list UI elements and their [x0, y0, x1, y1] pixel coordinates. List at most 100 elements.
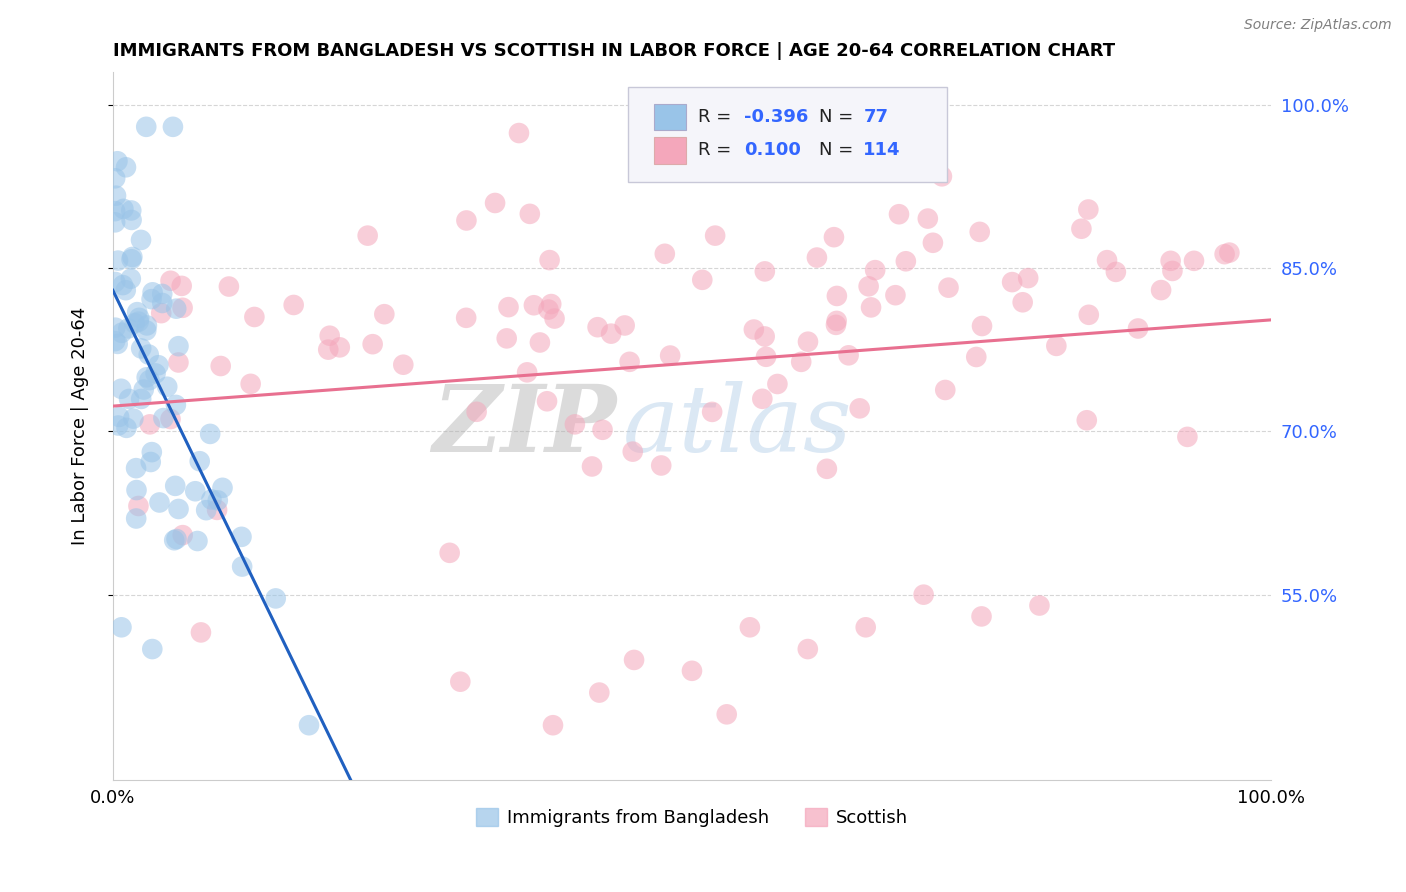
Point [537, 302, 560, 317]
Point [484, 196, 506, 211]
Point [316, 343, 339, 357]
Point [887, 207, 910, 221]
Point [117, 321, 139, 335]
Point [600, 326, 623, 341]
Point [456, 310, 478, 325]
Point [1182, 253, 1205, 268]
Point [129, 233, 152, 247]
Point [121, 252, 143, 267]
Point [356, 228, 378, 243]
Point [184, 484, 207, 499]
Point [159, 274, 181, 288]
Text: -0.396: -0.396 [744, 108, 808, 126]
Point [508, 126, 530, 140]
Point [125, 483, 148, 497]
Point [135, 370, 157, 384]
Point [541, 718, 564, 732]
Point [172, 528, 194, 542]
Point [825, 289, 848, 303]
Point [681, 664, 703, 678]
Point [716, 707, 738, 722]
Point [135, 318, 157, 333]
Point [211, 481, 233, 495]
Point [592, 423, 614, 437]
Point [104, 275, 127, 289]
Point [107, 418, 129, 433]
Point [690, 273, 713, 287]
Point [1161, 264, 1184, 278]
FancyBboxPatch shape [628, 87, 946, 182]
Point [104, 320, 127, 334]
Point [536, 394, 558, 409]
Point [581, 459, 603, 474]
Text: R =: R = [697, 141, 731, 159]
Point [111, 278, 134, 293]
Point [848, 401, 870, 416]
Legend: Immigrants from Bangladesh, Scottish: Immigrants from Bangladesh, Scottish [468, 800, 915, 834]
Point [156, 380, 179, 394]
Point [162, 120, 184, 134]
Point [122, 411, 145, 425]
Point [738, 620, 761, 634]
Point [127, 305, 149, 319]
Point [1105, 265, 1128, 279]
Point [1213, 247, 1236, 261]
Point [105, 188, 128, 202]
Point [141, 445, 163, 459]
Point [121, 250, 143, 264]
Point [104, 204, 127, 219]
Point [163, 533, 186, 548]
Point [165, 398, 187, 412]
Point [148, 495, 170, 509]
Point [922, 235, 945, 250]
Point [623, 653, 645, 667]
Point [855, 620, 877, 634]
Point [1126, 321, 1149, 335]
Point [934, 383, 956, 397]
Point [1028, 599, 1050, 613]
Point [825, 314, 848, 328]
Point [108, 409, 131, 424]
Text: IMMIGRANTS FROM BANGLADESH VS SCOTTISH IN LABOR FORCE | AGE 20-64 CORRELATION CH: IMMIGRANTS FROM BANGLADESH VS SCOTTISH I… [112, 42, 1115, 60]
Point [392, 358, 415, 372]
Point [1077, 308, 1099, 322]
Point [1001, 275, 1024, 289]
Point [107, 337, 129, 351]
Point [141, 642, 163, 657]
Point [543, 311, 565, 326]
Point [519, 207, 541, 221]
Point [751, 392, 773, 406]
Point [125, 461, 148, 475]
FancyBboxPatch shape [654, 103, 686, 130]
Point [564, 417, 586, 432]
Point [118, 392, 141, 406]
Text: 77: 77 [863, 108, 889, 126]
Point [239, 376, 262, 391]
Text: N =: N = [820, 108, 853, 126]
Point [167, 355, 190, 369]
Point [825, 318, 848, 332]
Point [112, 202, 135, 216]
Point [797, 334, 820, 349]
Point [209, 359, 232, 373]
Point [148, 358, 170, 372]
Point [858, 279, 880, 293]
Point [523, 298, 546, 312]
Point [838, 348, 860, 362]
Point [754, 264, 776, 278]
Point [621, 444, 644, 458]
Point [115, 161, 138, 175]
Point [139, 417, 162, 432]
Point [969, 225, 991, 239]
Point [439, 546, 461, 560]
Point [128, 310, 150, 325]
Point [115, 421, 138, 435]
Point [186, 534, 208, 549]
Point [172, 301, 194, 315]
Point [200, 492, 222, 507]
Point [654, 247, 676, 261]
Point [264, 591, 287, 606]
Point [329, 340, 352, 354]
Text: 114: 114 [863, 141, 901, 159]
Point [218, 279, 240, 293]
